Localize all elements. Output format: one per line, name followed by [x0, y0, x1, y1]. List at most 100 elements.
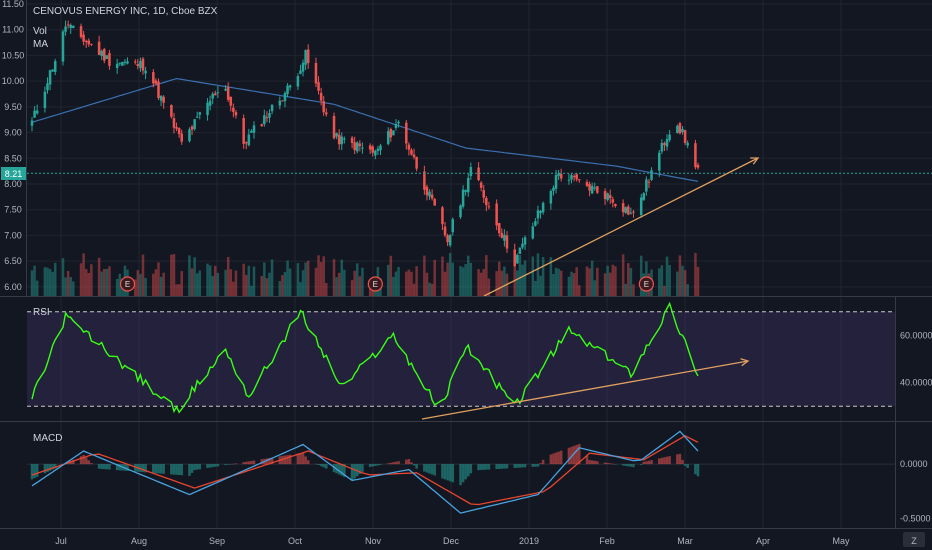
macd-legend[interactable]: MACD [33, 433, 62, 444]
candle-body[interactable] [51, 69, 54, 72]
candle-body[interactable] [121, 61, 124, 66]
candle-body[interactable] [242, 118, 245, 144]
candle-body[interactable] [430, 194, 434, 199]
candle-body[interactable] [335, 133, 338, 137]
candle-body[interactable] [353, 142, 356, 151]
candle-body[interactable] [681, 128, 684, 133]
candle-body[interactable] [376, 148, 380, 151]
candle-body[interactable] [531, 226, 535, 239]
candle-body[interactable] [423, 171, 426, 190]
candle-body[interactable] [676, 125, 679, 133]
earnings-marker-icon[interactable] [638, 276, 654, 292]
candle-body[interactable] [234, 112, 238, 116]
candle-body[interactable] [355, 142, 359, 152]
candle-body[interactable] [570, 175, 573, 180]
candle-body[interactable] [105, 55, 109, 60]
candle-body[interactable] [386, 131, 390, 145]
candle-body[interactable] [82, 34, 85, 42]
candle-body[interactable] [639, 197, 643, 215]
candle-body[interactable] [288, 85, 292, 88]
candle-body[interactable] [611, 199, 615, 203]
candle-body[interactable] [415, 156, 418, 169]
candle-body[interactable] [629, 212, 633, 214]
candle-body[interactable] [412, 154, 416, 158]
candle-body[interactable] [144, 70, 147, 74]
candle-body[interactable] [224, 88, 227, 91]
candle-body[interactable] [162, 96, 165, 103]
candle-body[interactable] [433, 199, 436, 206]
candle-body[interactable] [283, 93, 287, 102]
candle-body[interactable] [464, 190, 467, 192]
candle-body[interactable] [133, 61, 137, 63]
candle-body[interactable] [575, 174, 578, 180]
candle-body[interactable] [534, 221, 537, 226]
candle-body[interactable] [64, 26, 67, 32]
candle-body[interactable] [126, 61, 129, 64]
candle-body[interactable] [152, 72, 155, 84]
candle-body[interactable] [647, 181, 651, 183]
candle-body[interactable] [588, 183, 591, 191]
earnings-marker-icon[interactable] [119, 276, 136, 292]
candle-body[interactable] [516, 254, 519, 264]
candle-body[interactable] [177, 128, 181, 135]
candle-body[interactable] [577, 179, 581, 181]
candle-body[interactable] [61, 31, 65, 62]
candle-body[interactable] [606, 193, 609, 200]
rsi-legend[interactable]: RSI [33, 307, 50, 318]
candle-body[interactable] [172, 118, 176, 128]
candle-body[interactable] [394, 124, 398, 128]
candle-body[interactable] [559, 173, 563, 179]
candle-body[interactable] [505, 235, 509, 249]
candle-body[interactable] [392, 130, 395, 136]
candle-body[interactable] [159, 95, 163, 101]
candle-body[interactable] [596, 186, 599, 193]
time-axis[interactable]: Jul Aug Sep Oct Nov Dec 2019 Feb Mar Apr May Z [55, 532, 925, 547]
candle-body[interactable] [296, 76, 300, 87]
candle-body[interactable] [317, 82, 320, 91]
candle-body[interactable] [232, 107, 235, 112]
rsi-axis[interactable]: 60.0000 40.0000 [900, 330, 932, 387]
candle-body[interactable] [332, 116, 336, 139]
candle-body[interactable] [632, 211, 635, 213]
candle-body[interactable] [552, 187, 555, 191]
candlesticks[interactable] [30, 20, 700, 267]
candle-body[interactable] [216, 92, 220, 94]
candle-body[interactable] [33, 110, 36, 118]
candle-body[interactable] [123, 61, 127, 63]
candle-body[interactable] [397, 121, 400, 124]
candle-body[interactable] [265, 117, 269, 119]
candle-body[interactable] [66, 24, 70, 26]
candle-body[interactable] [229, 96, 233, 106]
macd-axis[interactable]: 0.0000 -0.5000 [900, 459, 931, 523]
candle-body[interactable] [495, 203, 498, 226]
candle-body[interactable] [683, 130, 687, 144]
candle-body[interactable] [268, 113, 271, 118]
candle-body[interactable] [371, 146, 375, 153]
candle-body[interactable] [513, 249, 516, 266]
candle-body[interactable] [208, 100, 212, 106]
candle-body[interactable] [678, 123, 682, 134]
earnings-marker-icon[interactable] [367, 276, 383, 292]
candle-body[interactable] [306, 49, 310, 64]
candle-body[interactable] [451, 219, 455, 233]
candle-body[interactable] [621, 203, 625, 213]
candle-body[interactable] [79, 26, 83, 38]
candle-body[interactable] [694, 143, 697, 168]
candle-body[interactable] [108, 53, 111, 66]
candle-body[interactable] [665, 139, 669, 147]
candle-body[interactable] [441, 207, 444, 225]
candle-body[interactable] [549, 190, 553, 204]
candle-body[interactable] [497, 223, 501, 234]
candle-body[interactable] [139, 61, 142, 68]
candle-body[interactable] [244, 142, 248, 144]
candle-body[interactable] [477, 167, 480, 181]
candle-body[interactable] [48, 70, 52, 85]
candle-body[interactable] [214, 93, 217, 96]
candle-body[interactable] [157, 81, 160, 98]
candle-body[interactable] [211, 93, 214, 99]
candle-body[interactable] [379, 145, 382, 151]
candle-body[interactable] [301, 62, 305, 72]
candle-body[interactable] [286, 85, 289, 94]
candle-body[interactable] [658, 152, 661, 171]
